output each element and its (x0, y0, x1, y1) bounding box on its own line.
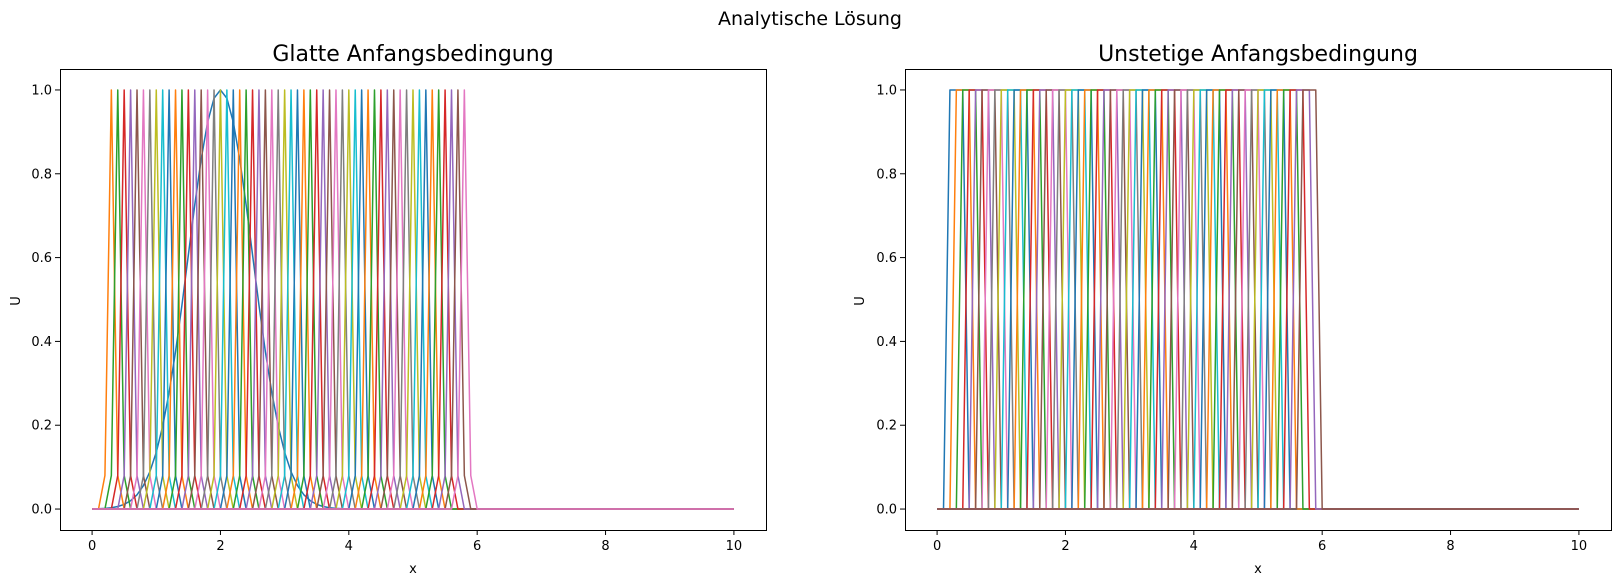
left-chart-title: Glatte Anfangsbedingung (272, 42, 553, 67)
right-chart-series-line (937, 89, 1579, 510)
right-chart-series-line (937, 89, 1579, 510)
right-chart-series-line (937, 89, 1579, 510)
left-chart-panel: Glatte Anfangsbedingung x U 0 2 4 6 8 10 0.0 0.… (9, 42, 767, 577)
right-chart-series-line (937, 89, 1579, 510)
right-chart-series-line (937, 89, 1579, 510)
right-chart-series-line (937, 89, 1579, 510)
right-chart-series-line (937, 89, 1579, 510)
right-chart-series-group (937, 89, 1579, 510)
right-chart-x-tick-label: 8 (1446, 539, 1454, 554)
right-chart-series-line (937, 89, 1579, 510)
left-chart-x-tick-label: 10 (726, 539, 743, 554)
right-chart-series-line (937, 89, 1579, 510)
right-chart-series-line (937, 89, 1579, 510)
right-chart-series-line (937, 89, 1579, 510)
left-chart-x-tick-label: 2 (216, 539, 224, 554)
right-chart-series-line (937, 89, 1579, 510)
right-chart-series-line (937, 89, 1579, 510)
left-chart-ylabel: U (9, 296, 24, 306)
left-chart-x-tick-label: 6 (473, 539, 481, 554)
right-chart-xlabel: x (1254, 562, 1262, 577)
right-chart-series-line (937, 89, 1579, 510)
right-chart-series-line (937, 89, 1579, 510)
right-chart-series-line (937, 89, 1579, 510)
left-chart-xlabel: x (409, 562, 417, 577)
right-chart-series-line (937, 89, 1579, 510)
right-chart-series-line (937, 89, 1579, 510)
right-chart-series-line (937, 89, 1579, 510)
left-chart-y-tick-label: 0.6 (31, 251, 52, 266)
right-chart-x-tick-label: 10 (1571, 539, 1588, 554)
right-chart-y-tick-label: 1.0 (876, 83, 897, 98)
right-chart-series-line (937, 89, 1579, 510)
left-chart-y-tick-label: 0.4 (31, 335, 52, 350)
right-chart-series-line (937, 89, 1579, 510)
right-chart-y-tick-label: 0.8 (876, 167, 897, 182)
right-chart-series-line (937, 89, 1579, 510)
right-chart-series-line (937, 89, 1579, 510)
right-chart-series-line (937, 89, 1579, 510)
right-chart-series-line (937, 89, 1579, 510)
right-chart-series-line (937, 89, 1579, 510)
right-chart-series-line (937, 89, 1579, 510)
right-chart-series-line (937, 89, 1579, 510)
right-chart-x-tick-label: 6 (1318, 539, 1326, 554)
right-chart-series-line (937, 89, 1579, 510)
right-chart-series-line (937, 89, 1579, 510)
left-chart-x-tick-label: 0 (88, 539, 96, 554)
left-chart-y-tick-label: 0.0 (31, 503, 52, 518)
right-chart-series-line (937, 89, 1579, 510)
right-chart-series-line (937, 89, 1579, 510)
right-chart-series-line (937, 89, 1579, 510)
right-chart-series-line (937, 89, 1579, 510)
right-chart-series-line (937, 89, 1579, 510)
right-chart-x-tick-label: 0 (933, 539, 941, 554)
right-chart-x-tick-label: 4 (1190, 539, 1198, 554)
right-chart-series-line (937, 89, 1579, 510)
right-chart-panel: Unstetige Anfangsbedingung x U 0 2 4 6 8 10 0.… (853, 42, 1612, 577)
right-chart-series-line (937, 89, 1579, 510)
right-chart-series-line (937, 89, 1579, 510)
left-chart-series-line (92, 89, 734, 510)
left-chart-y-tick-label: 0.2 (31, 419, 52, 434)
left-chart-x-tick-label: 4 (345, 539, 353, 554)
right-chart-series-line (937, 89, 1579, 510)
right-chart-title: Unstetige Anfangsbedingung (1098, 42, 1418, 67)
right-chart-y-tick-label: 0.2 (876, 419, 897, 434)
right-chart-series-line (937, 89, 1579, 510)
right-chart-series-line (937, 89, 1579, 510)
right-chart-series-line (937, 89, 1579, 510)
right-chart-y-tick-label: 0.0 (876, 503, 897, 518)
right-chart-series-line (937, 89, 1579, 510)
figure-title: Analytische Lösung (718, 8, 902, 30)
right-chart-series-line (937, 89, 1579, 510)
right-chart-series-line (937, 89, 1579, 510)
right-chart-series-line (937, 89, 1579, 510)
left-chart-x-tick-label: 8 (601, 539, 609, 554)
right-chart-series-line (937, 89, 1579, 510)
right-chart-y-tick-label: 0.6 (876, 251, 897, 266)
left-chart-series-group (92, 89, 734, 510)
left-chart-axes-frame (60, 69, 767, 531)
right-chart-series-line (937, 89, 1579, 510)
right-chart-series-line (937, 89, 1579, 510)
right-chart-series-line (937, 89, 1579, 510)
left-chart-y-tick-label: 1.0 (31, 83, 52, 98)
left-chart-y-tick-label: 0.8 (31, 167, 52, 182)
right-chart-ylabel: U (853, 296, 868, 306)
right-chart-x-tick-label: 2 (1061, 539, 1069, 554)
right-chart-series-line (937, 89, 1579, 510)
right-chart-series-line (937, 89, 1579, 510)
right-chart-series-line (937, 89, 1579, 510)
right-chart-axes-frame (905, 69, 1612, 531)
right-chart-y-tick-label: 0.4 (876, 335, 897, 350)
right-chart-series-line (937, 89, 1579, 510)
right-chart-series-line (937, 89, 1579, 510)
right-chart-series-line (937, 89, 1579, 510)
